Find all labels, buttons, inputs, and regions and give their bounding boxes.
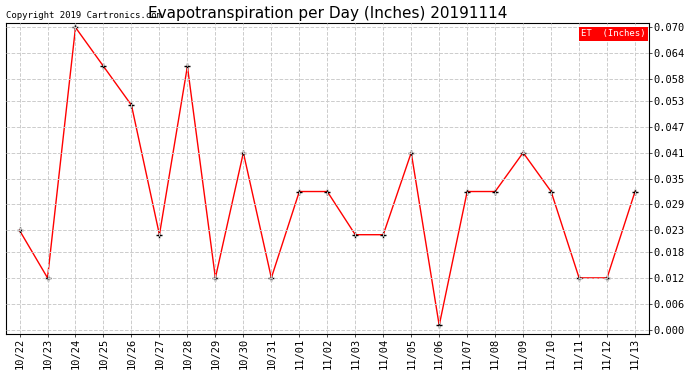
- Text: ET  (Inches): ET (Inches): [581, 29, 646, 38]
- Text: Copyright 2019 Cartronics.com: Copyright 2019 Cartronics.com: [6, 11, 161, 20]
- Title: Evapotranspiration per Day (Inches) 20191114: Evapotranspiration per Day (Inches) 2019…: [148, 6, 507, 21]
